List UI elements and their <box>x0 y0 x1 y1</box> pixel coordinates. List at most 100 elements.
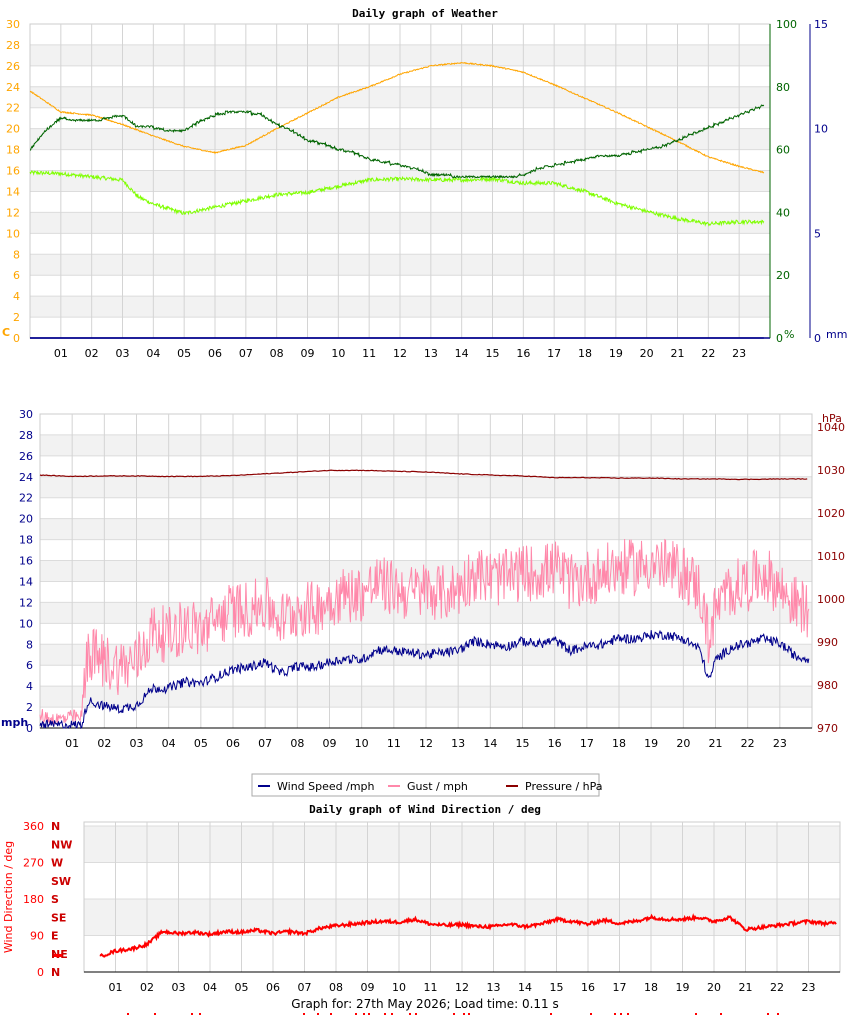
legend-label: Gust / mph <box>407 780 468 793</box>
marker-dot <box>409 1013 411 1015</box>
x-tick-label: 03 <box>130 737 144 750</box>
x-tick-label: 05 <box>177 347 191 360</box>
series-line <box>29 104 765 179</box>
x-tick-label: 04 <box>203 981 217 994</box>
x-tick-label: 10 <box>331 347 345 360</box>
marker-dot <box>463 1013 465 1015</box>
x-tick-label: 09 <box>301 347 315 360</box>
marker-dot <box>415 1013 417 1015</box>
x-tick-label: 06 <box>266 981 280 994</box>
series-line <box>29 61 765 174</box>
marker-dot <box>303 1013 305 1015</box>
marker-dot <box>550 1013 552 1015</box>
x-tick-label: 01 <box>65 737 79 750</box>
x-tick-label: 07 <box>258 737 272 750</box>
chart-title: Daily graph of Wind Direction / deg <box>309 803 541 816</box>
compass-label: W <box>51 857 63 870</box>
y3-unit-label: mm <box>826 328 847 341</box>
x-tick-label: 16 <box>548 737 562 750</box>
y-tick-label: 4 <box>13 290 20 303</box>
x-tick-label: 13 <box>487 981 501 994</box>
compass-label: NW <box>51 838 72 851</box>
x-tick-label: 13 <box>424 347 438 360</box>
x-tick-label: 20 <box>707 981 721 994</box>
compass-label: E <box>51 930 59 943</box>
marker-dot <box>767 1013 769 1015</box>
y2-tick-label: 60 <box>776 144 790 157</box>
y-tick-label: 360 <box>23 820 44 833</box>
x-tick-label: 22 <box>701 347 715 360</box>
y-tick-label: 8 <box>26 638 33 651</box>
x-tick-label: 23 <box>802 981 816 994</box>
x-tick-label: 13 <box>451 737 465 750</box>
series-line-direction <box>99 913 837 958</box>
y2-tick-label: 1030 <box>817 464 845 477</box>
x-tick-label: 16 <box>516 347 530 360</box>
y-unit-label: C <box>2 326 10 339</box>
marker-dot <box>620 1013 622 1015</box>
x-tick-label: 18 <box>612 737 626 750</box>
marker-dot <box>627 1013 629 1015</box>
marker-dot <box>777 1013 779 1015</box>
y-tick-label: 12 <box>19 596 33 609</box>
x-tick-label: 14 <box>483 737 497 750</box>
compass-label: N <box>51 820 60 833</box>
x-tick-label: 18 <box>578 347 592 360</box>
compass-label: SE <box>51 911 66 924</box>
marker-dot <box>384 1013 386 1015</box>
x-tick-label: 07 <box>239 347 253 360</box>
x-tick-label: 15 <box>486 347 500 360</box>
y2-tick-label: 0 <box>776 332 783 345</box>
marker-dot <box>363 1013 365 1015</box>
x-tick-label: 22 <box>741 737 755 750</box>
x-tick-label: 05 <box>235 981 249 994</box>
y2-tick-label: 1020 <box>817 507 845 520</box>
x-tick-label: 11 <box>387 737 401 750</box>
y2-tick-label: 40 <box>776 206 790 219</box>
chart-title: Daily graph of Weather <box>352 7 498 20</box>
y-tick-label: 18 <box>6 144 20 157</box>
y2-tick-label: 1000 <box>817 593 845 606</box>
marker-dot <box>154 1013 156 1015</box>
x-tick-label: 19 <box>609 347 623 360</box>
y-tick-label: 0 <box>26 722 33 735</box>
y-tick-label: 16 <box>6 165 20 178</box>
y2-tick-label: 1040 <box>817 421 845 434</box>
y-tick-label: 8 <box>13 248 20 261</box>
marker-dot <box>54 954 62 957</box>
x-tick-label: 01 <box>109 981 123 994</box>
x-tick-label: 12 <box>393 347 407 360</box>
y-tick-label: 26 <box>6 60 20 73</box>
y2-tick-label: 80 <box>776 81 790 94</box>
series-line <box>29 169 765 227</box>
compass-label: N <box>51 966 60 979</box>
y-tick-label: 14 <box>19 575 33 588</box>
y3-tick-label: 15 <box>814 18 828 31</box>
footer-text: Graph for: 27th May 2026; Load time: 0.1… <box>291 997 559 1011</box>
y-tick-label: 14 <box>6 185 20 198</box>
marker-dot <box>191 1013 193 1015</box>
x-tick-label: 08 <box>290 737 304 750</box>
marker-dot <box>355 1013 357 1015</box>
y-tick-label: 180 <box>23 893 44 906</box>
marker-dot <box>199 1013 201 1015</box>
x-tick-label: 09 <box>323 737 337 750</box>
x-tick-label: 01 <box>54 347 68 360</box>
y3-tick-label: 10 <box>814 123 828 136</box>
x-tick-label: 21 <box>709 737 723 750</box>
marker-dot <box>614 1013 616 1015</box>
x-tick-label: 21 <box>671 347 685 360</box>
x-tick-label: 03 <box>116 347 130 360</box>
y-tick-label: 12 <box>6 206 20 219</box>
y2-tick-label: 20 <box>776 269 790 282</box>
series-line-gust <box>39 538 810 727</box>
marker-dot <box>368 1013 370 1015</box>
y-unit-label: mph <box>1 716 28 729</box>
y-tick-label: 20 <box>6 123 20 136</box>
x-tick-label: 14 <box>518 981 532 994</box>
y-tick-label: 6 <box>13 269 20 282</box>
marker-dot <box>720 1013 722 1015</box>
y-tick-label: 10 <box>6 227 20 240</box>
y2-unit-label: hPa <box>822 412 842 425</box>
